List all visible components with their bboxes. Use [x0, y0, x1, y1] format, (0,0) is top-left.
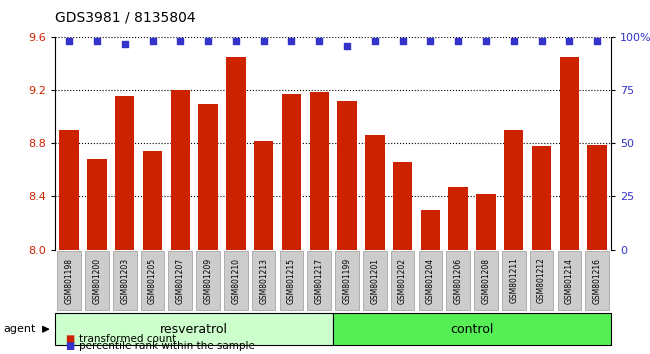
Point	[508, 39, 519, 44]
FancyBboxPatch shape	[335, 251, 359, 310]
Bar	[476, 194, 496, 250]
Text: GSM801211: GSM801211	[509, 258, 518, 303]
Point	[592, 39, 603, 44]
Text: control: control	[450, 323, 494, 336]
Text: GSM801210: GSM801210	[231, 258, 240, 303]
FancyBboxPatch shape	[419, 251, 442, 310]
Text: GSM801215: GSM801215	[287, 258, 296, 303]
Bar	[281, 94, 301, 250]
Bar	[504, 130, 523, 250]
FancyBboxPatch shape	[502, 251, 526, 310]
Bar	[87, 159, 107, 250]
Text: GSM801205: GSM801205	[148, 257, 157, 304]
FancyBboxPatch shape	[585, 251, 609, 310]
FancyBboxPatch shape	[447, 251, 470, 310]
Text: transformed count: transformed count	[79, 334, 177, 344]
Point	[175, 39, 185, 44]
Text: GSM801216: GSM801216	[593, 258, 602, 303]
Text: GSM801204: GSM801204	[426, 257, 435, 304]
Point	[397, 39, 408, 44]
Text: GSM801207: GSM801207	[176, 257, 185, 304]
Point	[453, 39, 463, 44]
Point	[425, 39, 436, 44]
Bar	[448, 187, 468, 250]
Text: GSM801202: GSM801202	[398, 258, 407, 303]
Bar	[393, 162, 412, 250]
FancyBboxPatch shape	[57, 251, 81, 310]
Point	[564, 39, 575, 44]
Text: GSM801203: GSM801203	[120, 257, 129, 304]
FancyBboxPatch shape	[252, 251, 276, 310]
Bar	[532, 146, 551, 250]
Text: GSM801212: GSM801212	[537, 258, 546, 303]
FancyBboxPatch shape	[363, 251, 387, 310]
Text: GDS3981 / 8135804: GDS3981 / 8135804	[55, 11, 196, 25]
Bar	[170, 90, 190, 250]
FancyBboxPatch shape	[85, 251, 109, 310]
Point	[342, 43, 352, 48]
Bar	[365, 136, 385, 250]
Text: GSM801198: GSM801198	[64, 258, 73, 303]
Text: GSM801200: GSM801200	[92, 257, 101, 304]
Point	[370, 39, 380, 44]
Text: GSM801199: GSM801199	[343, 257, 352, 304]
FancyBboxPatch shape	[113, 251, 136, 310]
Text: percentile rank within the sample: percentile rank within the sample	[79, 341, 255, 351]
Bar	[254, 141, 274, 250]
Point	[203, 39, 213, 44]
Point	[481, 39, 491, 44]
Bar	[143, 151, 162, 250]
Text: GSM801201: GSM801201	[370, 258, 380, 303]
Text: GSM801217: GSM801217	[315, 258, 324, 303]
Bar	[337, 101, 357, 250]
Point	[536, 39, 547, 44]
FancyBboxPatch shape	[530, 251, 553, 310]
Text: GSM801214: GSM801214	[565, 258, 574, 303]
FancyBboxPatch shape	[140, 251, 164, 310]
Point	[231, 39, 241, 44]
Point	[314, 39, 324, 44]
FancyBboxPatch shape	[558, 251, 581, 310]
Bar	[560, 57, 579, 250]
Point	[148, 39, 158, 44]
Text: GSM801213: GSM801213	[259, 258, 268, 303]
Text: GSM801208: GSM801208	[482, 258, 491, 303]
FancyBboxPatch shape	[224, 251, 248, 310]
FancyBboxPatch shape	[307, 251, 331, 310]
Bar	[198, 103, 218, 250]
FancyBboxPatch shape	[474, 251, 498, 310]
Bar	[309, 92, 329, 250]
Text: GSM801206: GSM801206	[454, 257, 463, 304]
Point	[64, 39, 74, 44]
Bar	[421, 210, 440, 250]
Text: agent: agent	[3, 324, 36, 334]
Point	[120, 41, 130, 46]
Bar	[226, 57, 246, 250]
FancyBboxPatch shape	[391, 251, 415, 310]
FancyBboxPatch shape	[196, 251, 220, 310]
Bar	[588, 145, 607, 250]
FancyBboxPatch shape	[280, 251, 304, 310]
Bar	[59, 130, 79, 250]
Text: ■: ■	[65, 341, 74, 351]
Text: ■: ■	[65, 334, 74, 344]
Text: GSM801209: GSM801209	[203, 257, 213, 304]
Bar	[115, 96, 135, 250]
Point	[92, 39, 102, 44]
FancyBboxPatch shape	[168, 251, 192, 310]
Point	[286, 39, 296, 44]
Point	[259, 39, 269, 44]
Text: resveratrol: resveratrol	[160, 323, 228, 336]
